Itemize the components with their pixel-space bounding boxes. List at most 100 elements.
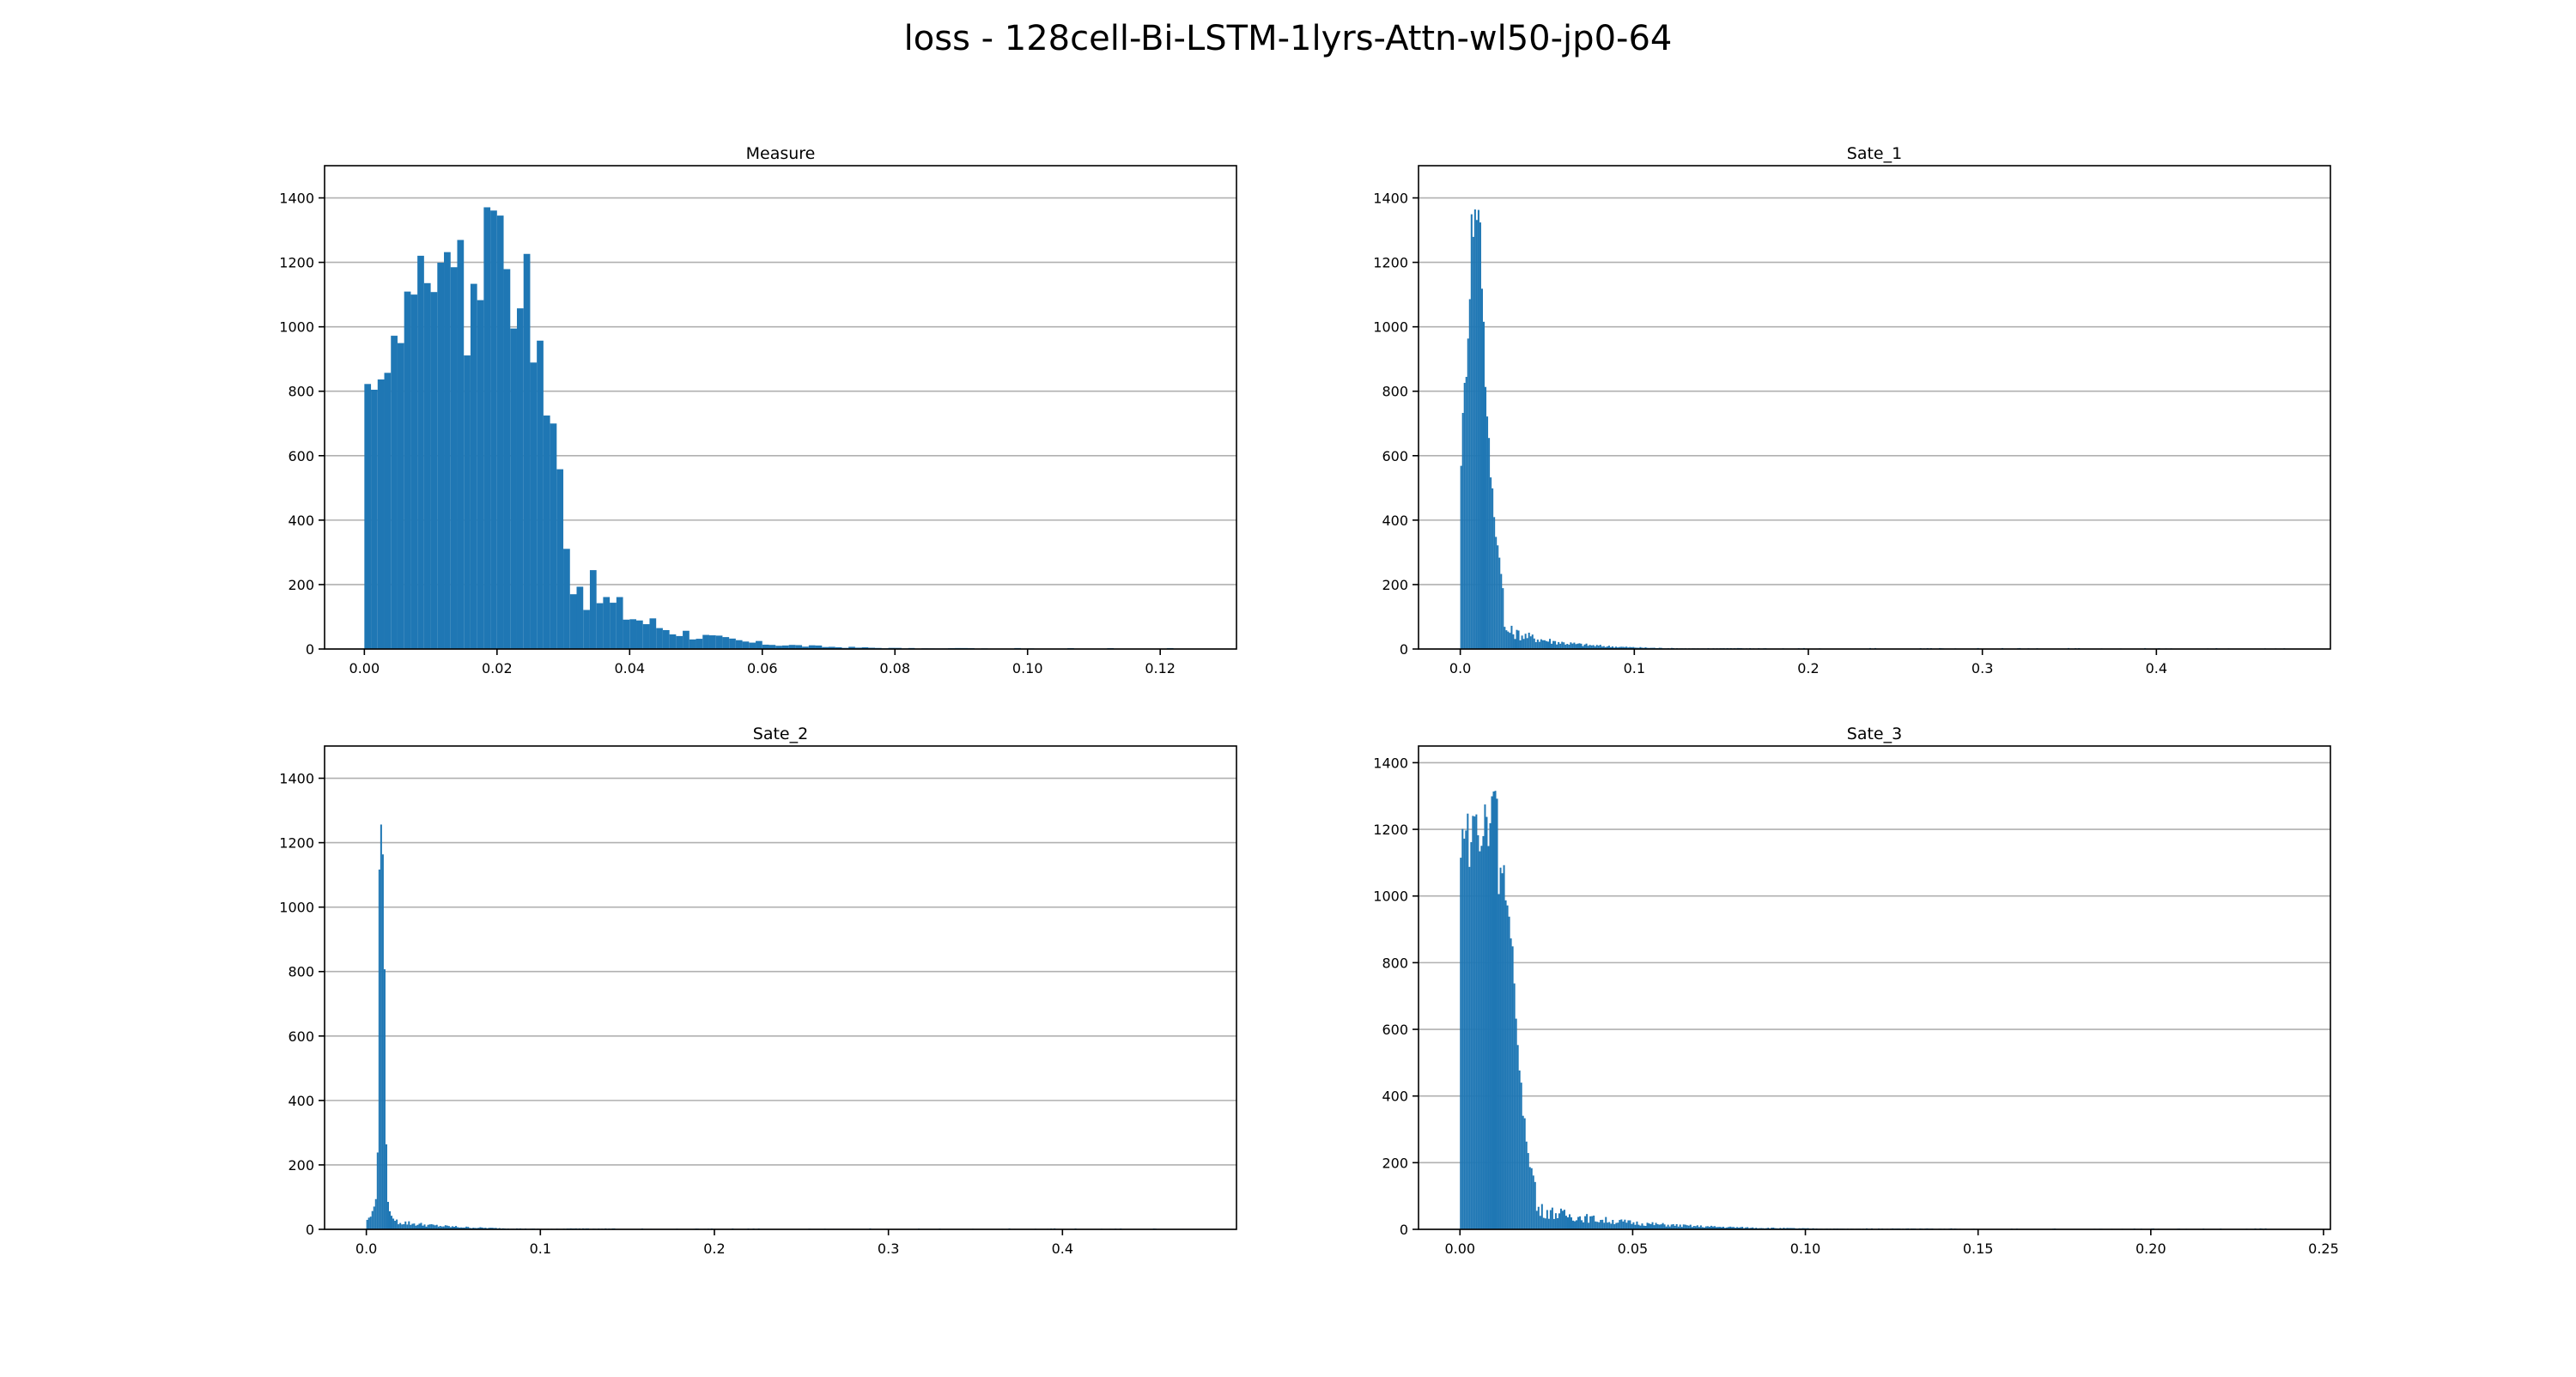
histogram-bar — [623, 619, 630, 649]
histogram-bar — [1750, 1228, 1753, 1229]
y-tick-label: 1400 — [279, 191, 314, 207]
histogram-bar — [1495, 537, 1498, 649]
histogram-bar — [1511, 946, 1514, 1229]
histogram-bar — [447, 1226, 450, 1229]
histogram-bar — [683, 630, 690, 649]
histogram-bar — [440, 1226, 443, 1229]
histogram-bar — [1629, 646, 1631, 649]
histogram-bar — [1658, 1224, 1661, 1229]
histogram-bar — [396, 1219, 398, 1229]
histogram-bar — [636, 620, 643, 649]
histogram-bar — [1514, 639, 1516, 649]
histogram-bar — [464, 1227, 466, 1229]
histogram-bar — [708, 635, 716, 649]
histogram-bar — [1595, 1221, 1597, 1229]
histogram-bar — [1632, 1222, 1635, 1229]
histogram-bar — [1572, 1220, 1575, 1229]
histogram-bar — [1631, 1223, 1633, 1229]
histogram-bar — [391, 1216, 393, 1229]
histogram-bar — [815, 645, 823, 649]
histogram-bar — [756, 640, 762, 649]
histogram-bar — [576, 586, 584, 649]
x-tick-label: 0.1 — [1624, 660, 1645, 676]
histogram-bar — [488, 1228, 490, 1229]
histogram-bar — [484, 1228, 487, 1229]
y-tick-label: 1400 — [1373, 755, 1408, 771]
histogram-bar — [781, 645, 789, 649]
histogram-bar — [432, 1224, 434, 1229]
y-tick-label: 0 — [1400, 1222, 1408, 1238]
histogram-bar — [1534, 1181, 1536, 1229]
histogram-bar — [1551, 1207, 1553, 1229]
histogram-bar — [1554, 1213, 1557, 1229]
histogram-bar — [455, 1226, 458, 1229]
histogram-bar — [1619, 646, 1621, 649]
histogram-bar — [1704, 1226, 1707, 1229]
histogram-bar — [1460, 858, 1462, 1229]
histogram-bar — [1710, 1225, 1712, 1229]
histogram-bar — [1620, 646, 1623, 649]
y-tick-label: 400 — [1382, 513, 1408, 529]
histogram-bar — [629, 619, 637, 649]
histogram-bar — [399, 1222, 402, 1229]
histogram-bar — [1629, 1220, 1631, 1229]
histogram-bar — [1591, 1216, 1594, 1229]
histogram-bar — [469, 1228, 471, 1229]
histogram-bar — [1680, 1227, 1683, 1229]
histogram-bar — [642, 624, 650, 649]
histogram-bar — [474, 1228, 477, 1229]
y-tick-label: 600 — [288, 1028, 314, 1045]
histogram-bar — [1720, 1227, 1722, 1229]
histogram-bar — [1527, 1153, 1529, 1229]
histogram-bar — [1694, 1226, 1697, 1229]
histogram-bar — [410, 1224, 412, 1229]
histogram-bar — [1533, 638, 1535, 649]
histogram-bar — [1510, 938, 1512, 1229]
histogram-bars — [364, 207, 1174, 650]
histogram-bar — [1735, 1228, 1737, 1229]
subplot-title: Measure — [746, 144, 816, 163]
histogram-bar — [669, 634, 677, 649]
histogram-bar — [788, 645, 796, 649]
histogram-bar — [1525, 1141, 1528, 1229]
histogram-bar — [1686, 1225, 1688, 1229]
histogram-bar — [1745, 1227, 1747, 1229]
histogram-bar — [1536, 639, 1539, 649]
histogram-bar — [1736, 1227, 1739, 1229]
histogram-bar — [1467, 813, 1469, 1229]
histogram-bar — [388, 1210, 392, 1229]
histogram-bar — [1501, 873, 1504, 1229]
histogram-bar — [1544, 1218, 1546, 1229]
histogram-bar — [749, 642, 756, 649]
histogram-bar — [397, 343, 404, 649]
histogram-bar — [374, 1198, 377, 1229]
histogram-bar — [1537, 1206, 1540, 1229]
histogram-bar — [1468, 299, 1471, 649]
histogram-bar — [1741, 1227, 1744, 1229]
histogram-bar — [1703, 1227, 1705, 1229]
histogram-bar — [1531, 634, 1534, 649]
histogram-bar — [1632, 646, 1635, 649]
histogram-bar — [1556, 1217, 1558, 1229]
histogram-bar — [729, 638, 736, 649]
x-tick-label: 0.12 — [1145, 660, 1176, 676]
histogram-bar — [1604, 646, 1607, 649]
y-tick-label: 1000 — [279, 319, 314, 336]
histogram-bar — [1496, 798, 1498, 1229]
histogram-bar — [1612, 1220, 1614, 1229]
histogram-bar — [1624, 1219, 1626, 1229]
histogram-bar — [1692, 1226, 1695, 1229]
histogram-bar — [1713, 1226, 1716, 1229]
histogram-bar — [1617, 647, 1619, 649]
histogram-bar — [437, 263, 445, 649]
histogram-bar — [378, 869, 380, 1229]
histogram-bar — [383, 969, 386, 1229]
histogram-bar — [1726, 1227, 1728, 1229]
histogram-bar — [1552, 1218, 1555, 1229]
histogram-bar — [1610, 1223, 1613, 1229]
histogram-bar — [1731, 1227, 1734, 1229]
y-tick-label: 600 — [1382, 1022, 1408, 1038]
histogram-bar — [1670, 1224, 1673, 1229]
histogram-bar — [1472, 236, 1474, 649]
subplot-2: 0 200 400 600 800 1000 1200 1400 0.0 0.1 0.2 0.3 0.4… — [1373, 144, 2331, 676]
